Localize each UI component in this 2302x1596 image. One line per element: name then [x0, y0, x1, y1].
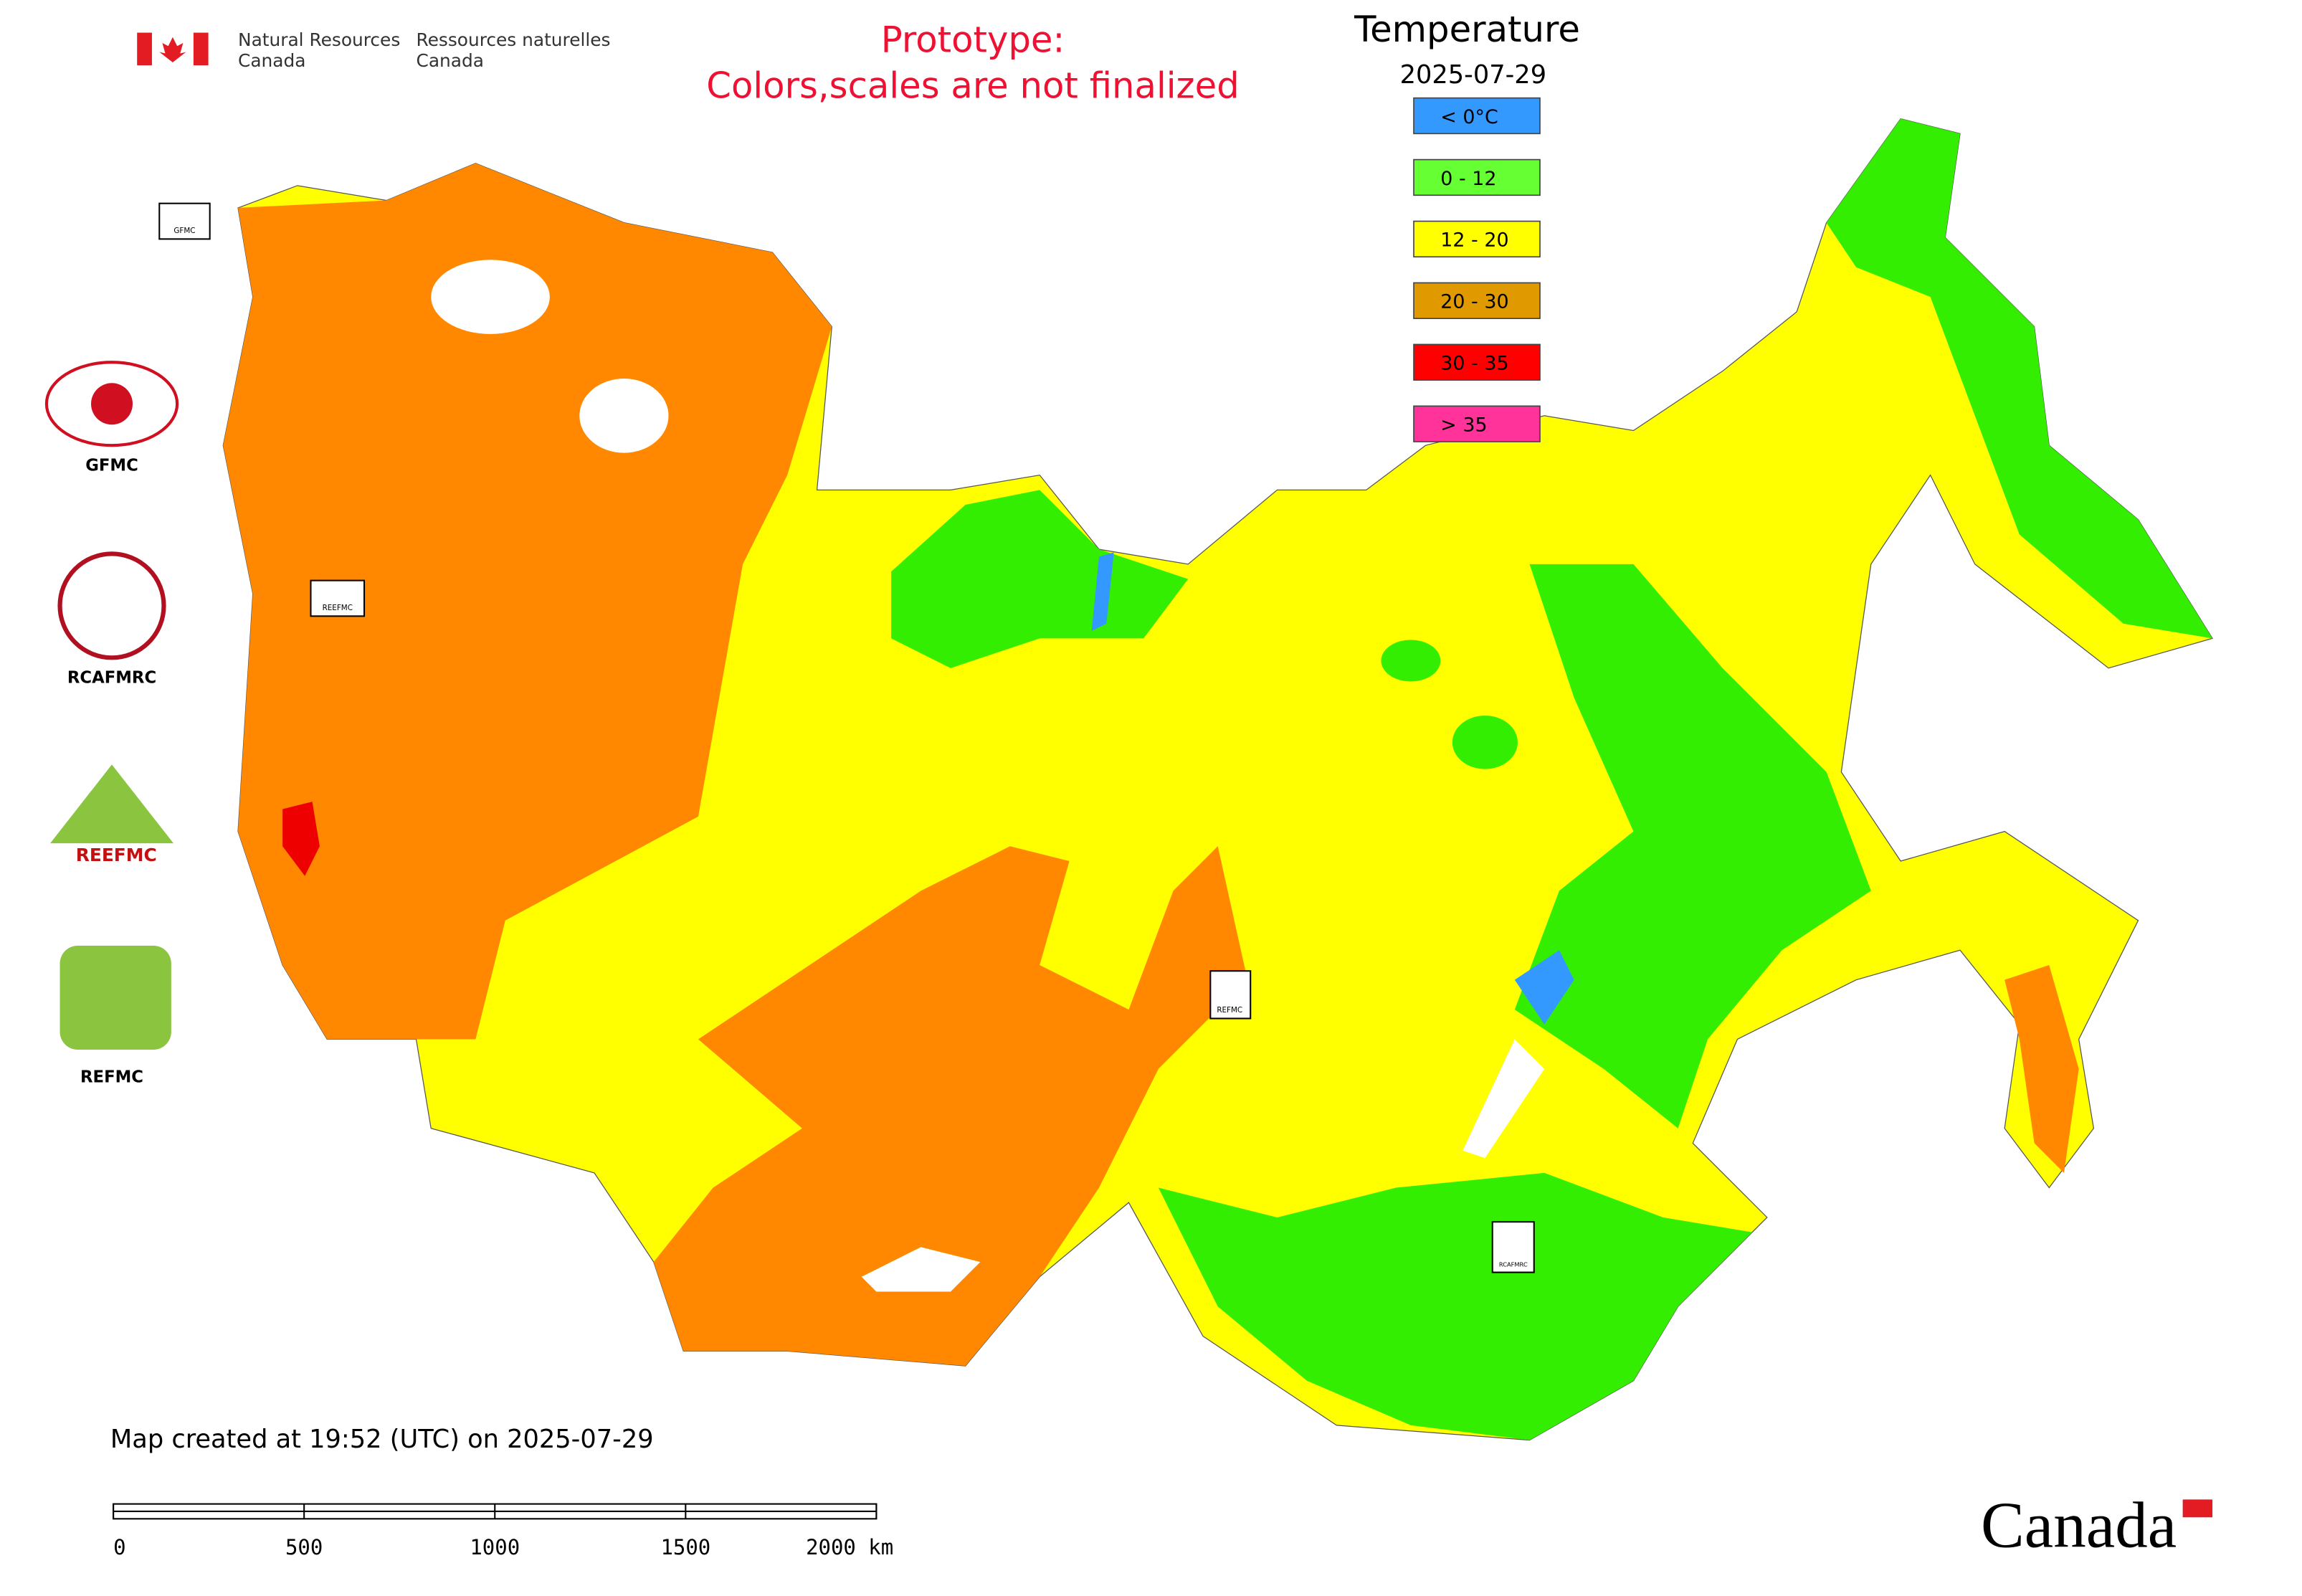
land-orange	[2004, 964, 2079, 1173]
legend-swatch	[1413, 97, 1541, 135]
scale-label: 0	[113, 1535, 125, 1559]
land-green	[1158, 1172, 1753, 1440]
scale-label: 500	[285, 1535, 323, 1559]
agency-en: Natural Resources	[238, 29, 400, 50]
lake	[579, 379, 669, 453]
land-green	[1826, 118, 2213, 639]
legend-label: 0 - 12	[1440, 168, 1496, 190]
maple-leaf	[159, 37, 186, 62]
legend-swatch	[1413, 158, 1541, 196]
logo-label: REFMC	[80, 1068, 143, 1087]
legend-swatch	[1413, 282, 1541, 319]
marker-label: GFMC	[173, 227, 195, 235]
flag-bar	[193, 32, 209, 66]
marker-label: RCAFMRC	[1499, 1260, 1528, 1268]
notice: Colors,scales are not finalized	[706, 65, 1239, 107]
land-blue	[1091, 552, 1114, 632]
notice: Prototype:	[881, 19, 1065, 60]
legend-label: < 0°C	[1440, 106, 1498, 128]
scale-bar: 0 500 1000 1500 2000 km	[113, 1503, 893, 1559]
lake	[431, 260, 550, 334]
logo-label: REEFMC	[76, 845, 157, 865]
marker	[1209, 970, 1252, 1020]
map-markers: GFMC REEFMC REFMC RCAFMRC	[158, 202, 1535, 1273]
land-orange	[223, 163, 832, 1040]
legend-label: 12 - 20	[1440, 229, 1508, 252]
legend-label: > 35	[1440, 414, 1487, 437]
land-orange	[653, 846, 1248, 1367]
legend-swatch	[1413, 220, 1541, 258]
scale-label: 2000 km	[806, 1535, 893, 1559]
marker	[158, 202, 211, 240]
legend-date: 2025-07-29	[1400, 60, 1547, 90]
legend-label: 30 - 35	[1440, 353, 1508, 375]
legend-title: Temperature	[1354, 9, 1580, 50]
scale-label: 1000	[470, 1535, 520, 1559]
marker-label: REFMC	[1217, 1006, 1242, 1015]
legend: Temperature 2025-07-29 < 0°C 0 - 12 12 - 2…	[1354, 9, 1580, 442]
marker	[1491, 1221, 1535, 1273]
land-blue	[1514, 950, 1574, 1025]
scale-label: 1500	[660, 1535, 710, 1559]
logo-label: RCAFMRC	[67, 669, 156, 688]
logo-reefmc	[42, 764, 182, 854]
logo-gfmc	[44, 361, 179, 447]
flag-bar	[137, 32, 152, 66]
logo-label: GFMC	[85, 456, 138, 475]
legend-label: 20 - 30	[1440, 291, 1508, 313]
map-area	[222, 118, 2214, 1441]
created-note: Map created at 19:52 (UTC) on 2025-07-29	[110, 1425, 654, 1454]
lake	[861, 1247, 981, 1292]
land-green	[1381, 640, 1441, 682]
land-red	[282, 802, 320, 876]
agency-en: Canada	[238, 50, 305, 71]
land-green	[1514, 564, 1871, 1129]
marker-label: REEFMC	[323, 604, 353, 612]
side-logos: GFMC RCAFMRC REEFMC REFMC	[42, 361, 191, 1087]
logo-refmc	[60, 946, 171, 1050]
lake	[1462, 1039, 1545, 1159]
agency-fr: Canada	[417, 50, 484, 71]
gov-signature: Natural Resources Canada Ressources natu…	[137, 29, 611, 71]
logo-gfmc	[91, 383, 133, 425]
wordmark-flag	[2182, 1499, 2213, 1518]
wordmark: Canada	[1981, 1489, 2177, 1562]
agency-fr: Ressources naturelles	[417, 29, 611, 50]
marker	[310, 579, 366, 617]
logo-reefmc	[42, 843, 191, 865]
legend-swatch	[1413, 343, 1541, 381]
logo-rcafmrc	[57, 551, 166, 660]
land-green	[891, 490, 1189, 668]
land-green	[1452, 716, 1518, 769]
legend-swatch	[1413, 405, 1541, 442]
